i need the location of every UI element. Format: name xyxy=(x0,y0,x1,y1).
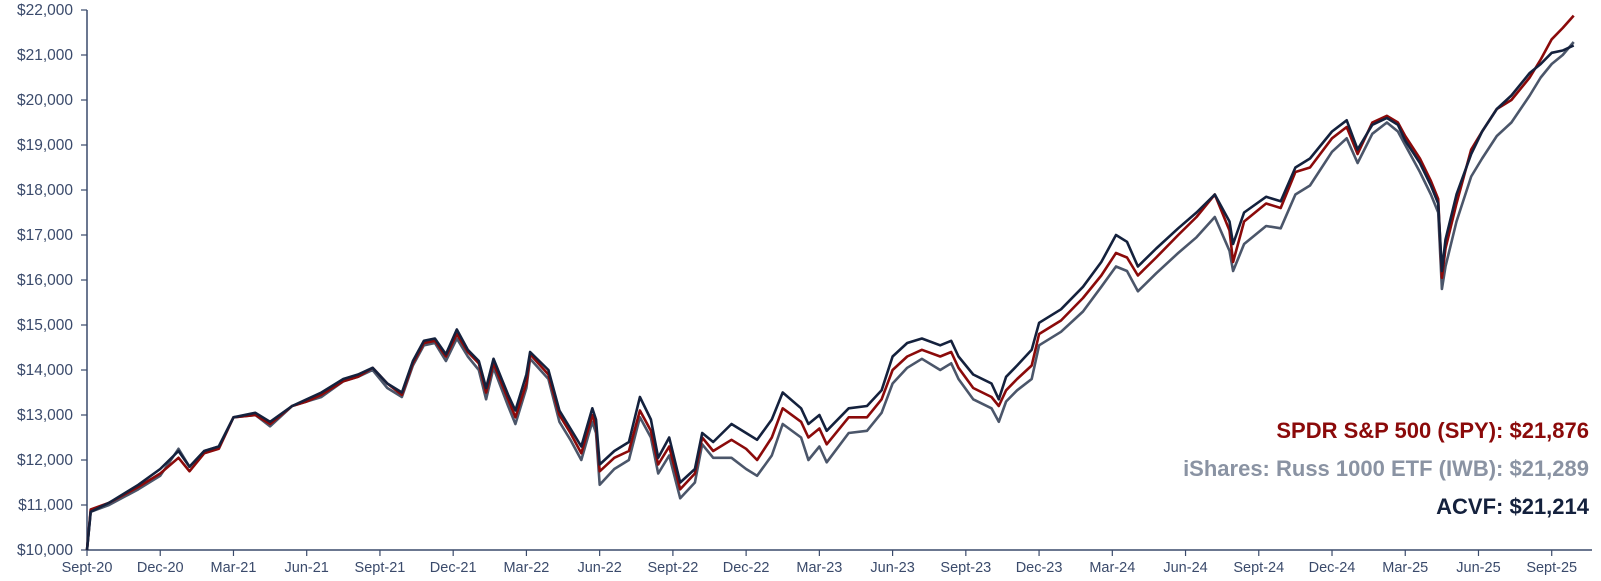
x-tick-label: Mar-23 xyxy=(796,560,842,576)
x-tick-label: Sept-20 xyxy=(62,560,113,576)
y-tick-label: $15,000 xyxy=(17,317,73,334)
x-tick-label: Dec-20 xyxy=(137,560,184,576)
series-spy-line xyxy=(85,14,1575,551)
y-tick-label: $10,000 xyxy=(17,542,73,559)
y-tick-label: $13,000 xyxy=(17,407,73,424)
x-tick-label: Mar-24 xyxy=(1089,560,1135,576)
x-tick-label: Mar-21 xyxy=(211,560,257,576)
x-tick-label: Sept-21 xyxy=(355,560,406,576)
y-tick-label: $19,000 xyxy=(17,137,73,154)
y-tick-label: $11,000 xyxy=(18,497,73,514)
series-layer xyxy=(85,14,1575,551)
legend: SPDR S&P 500 (SPY): $21,876 iShares: Rus… xyxy=(1183,418,1590,519)
x-tick-label: Jun-22 xyxy=(577,560,621,576)
x-tick-label: Sept-24 xyxy=(1233,560,1284,576)
y-tick-label: $21,000 xyxy=(17,47,73,64)
x-tick-label: Jun-24 xyxy=(1163,560,1207,576)
x-axis: Sept-20 Dec-20 Mar-21 Jun-21 Sept-21 Dec-21 Ma… xyxy=(62,549,1592,576)
y-tick-label: $22,000 xyxy=(17,2,73,19)
x-tick-label: Mar-25 xyxy=(1382,560,1428,576)
legend-label-iwb: iShares: Russ 1000 ETF (IWB): $21,289 xyxy=(1183,456,1589,481)
x-tick-label: Jun-23 xyxy=(870,560,914,576)
y-tick-label: $17,000 xyxy=(17,227,73,244)
y-tick-label: $16,000 xyxy=(17,272,73,289)
x-tick-label: Sept-25 xyxy=(1526,560,1577,576)
legend-label-spy: SPDR S&P 500 (SPY): $21,876 xyxy=(1276,418,1589,443)
x-tick-label: Dec-22 xyxy=(723,560,770,576)
y-tick-label: $20,000 xyxy=(17,92,73,109)
series-iwb-line xyxy=(85,41,1575,551)
x-tick-label: Jun-25 xyxy=(1456,560,1500,576)
y-tick-label: $14,000 xyxy=(17,362,73,379)
legend-label-acvf: ACVF: $21,214 xyxy=(1436,494,1590,519)
x-tick-label: Sept-22 xyxy=(647,560,698,576)
x-tick-label: Sept-23 xyxy=(940,560,991,576)
x-tick-label: Dec-24 xyxy=(1309,560,1356,576)
series-acvf-line xyxy=(85,44,1575,551)
x-tick-label: Dec-23 xyxy=(1016,560,1063,576)
y-tick-label: $12,000 xyxy=(17,452,73,469)
x-tick-label: Dec-21 xyxy=(430,560,477,576)
y-axis: $10,000 $11,000 $12,000 $13,000 $14,000 $15,0… xyxy=(17,2,88,559)
x-tick-label: Jun-21 xyxy=(285,560,329,576)
x-tick-label: Mar-22 xyxy=(503,560,549,576)
y-tick-label: $18,000 xyxy=(17,182,73,199)
